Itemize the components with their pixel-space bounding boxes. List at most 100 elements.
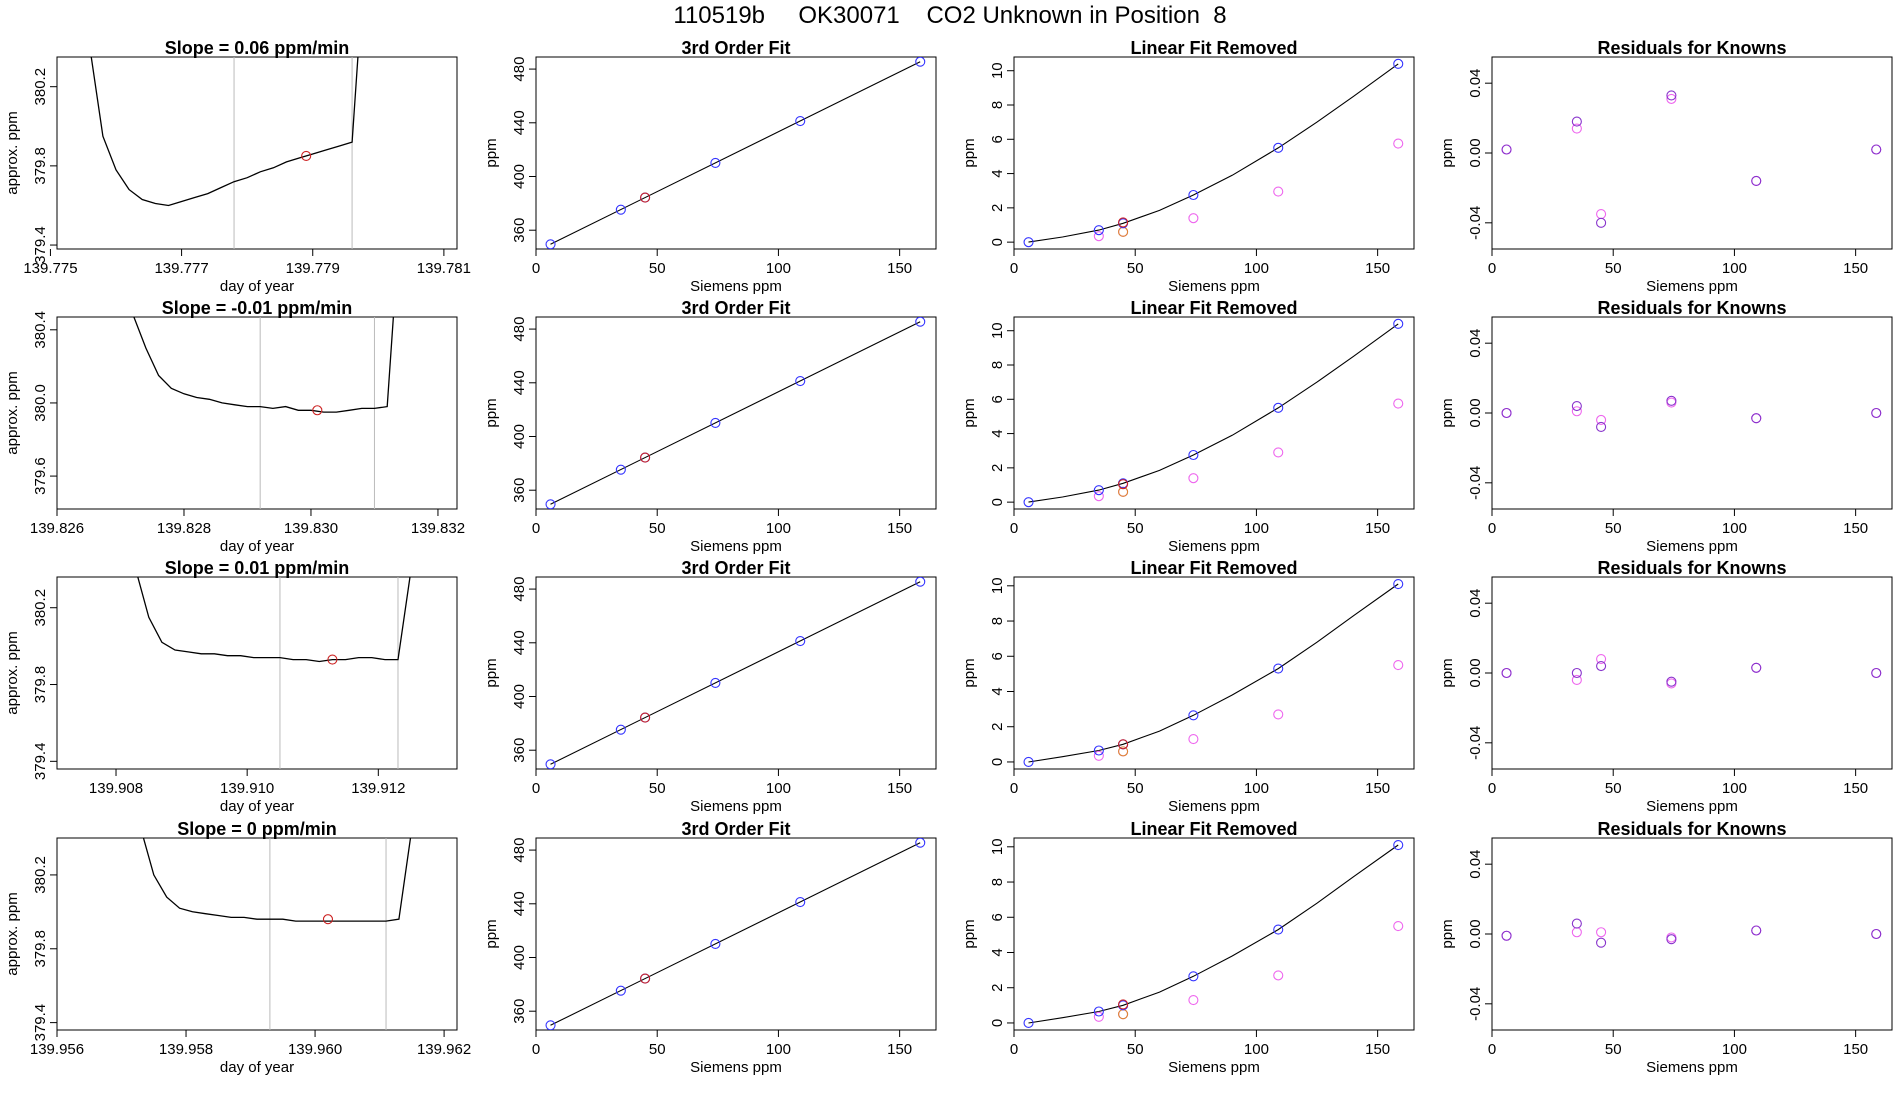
raw-point bbox=[1093, 491, 1104, 502]
raw-point bbox=[1596, 927, 1607, 938]
x-tick-label: 0 bbox=[1010, 520, 1018, 537]
plot-title: Slope = -0.01 ppm/min bbox=[162, 298, 353, 318]
unknown-point bbox=[640, 452, 651, 463]
y-axis-label: ppm bbox=[483, 398, 500, 427]
known-point bbox=[795, 896, 806, 908]
y-tick-label: 0.04 bbox=[1467, 850, 1484, 879]
y-tick-label: 480 bbox=[511, 838, 528, 863]
known-point bbox=[545, 239, 556, 249]
y-axis-label: ppm bbox=[1439, 138, 1456, 167]
panel-4-2: Residuals for Knowns 0 50 100 150 -0.04 0.00 0.… bbox=[1439, 298, 1893, 555]
plot-area bbox=[133, 317, 395, 509]
y-axis-label: approx. ppm bbox=[4, 631, 21, 714]
plot-title: 3rd Order Fit bbox=[681, 38, 790, 58]
y-axis-label: ppm bbox=[961, 138, 978, 167]
plot-frame bbox=[1491, 56, 1893, 250]
known-point bbox=[615, 464, 626, 475]
y-tick-label: 10 bbox=[989, 577, 1006, 594]
x-tick-label: 0 bbox=[1488, 1041, 1496, 1058]
x-tick-label: 150 bbox=[887, 260, 912, 277]
y-tick-label: 2 bbox=[989, 464, 1006, 472]
known-point bbox=[545, 759, 556, 769]
plot-frame bbox=[56, 837, 458, 1031]
known-point bbox=[1093, 745, 1104, 756]
y-tick-label: 0.00 bbox=[1467, 658, 1484, 687]
y-axis-label: ppm bbox=[1439, 658, 1456, 687]
plot-frame bbox=[1013, 837, 1415, 1031]
plot-frame bbox=[1491, 316, 1893, 510]
panel-3-1: Linear Fit Removed 0 50 100 150 0 2 4 6 8 10 Siemen… bbox=[961, 38, 1415, 295]
x-axis-label: Siemens ppm bbox=[1168, 538, 1260, 555]
unknown-raw-point bbox=[1118, 746, 1129, 757]
y-tick-label: 10 bbox=[989, 62, 1006, 79]
x-tick-label: 139.779 bbox=[286, 260, 340, 277]
x-tick-label: 0 bbox=[532, 520, 540, 537]
plot-area bbox=[1501, 653, 1882, 689]
known-point bbox=[1393, 318, 1404, 329]
known-point bbox=[1871, 667, 1882, 679]
x-tick-label: 100 bbox=[1244, 260, 1269, 277]
known-point bbox=[1501, 930, 1512, 941]
x-tick-label: 139.962 bbox=[417, 1041, 471, 1058]
panel-1-4: Slope = 0 ppm/min 139.956 139.958 139.960 13… bbox=[4, 819, 471, 1076]
known-point bbox=[915, 838, 926, 848]
y-axis-label: ppm bbox=[1439, 919, 1456, 948]
known-point bbox=[795, 375, 806, 387]
x-tick-label: 50 bbox=[1605, 1041, 1622, 1058]
known-point bbox=[1666, 90, 1677, 101]
known-point bbox=[1093, 1006, 1104, 1017]
x-tick-label: 150 bbox=[1365, 260, 1390, 277]
series-line bbox=[133, 317, 395, 413]
fit-line bbox=[550, 842, 921, 1026]
raw-point bbox=[1571, 674, 1582, 686]
x-tick-label: 0 bbox=[1010, 780, 1018, 797]
y-tick-label: 4 bbox=[989, 687, 1006, 695]
y-tick-label: 379.4 bbox=[32, 743, 49, 781]
x-axis-label: Siemens ppm bbox=[690, 1059, 782, 1076]
plot-area bbox=[1023, 318, 1404, 508]
x-tick-label: 139.908 bbox=[89, 780, 143, 797]
x-tick-label: 0 bbox=[1488, 260, 1496, 277]
plot-frame bbox=[1491, 576, 1893, 770]
y-tick-label: 8 bbox=[989, 361, 1006, 369]
y-tick-label: -0.04 bbox=[1467, 466, 1484, 500]
known-point bbox=[1751, 175, 1762, 186]
y-tick-label: 480 bbox=[511, 577, 528, 602]
known-point bbox=[1273, 142, 1284, 153]
unknown-point bbox=[1118, 479, 1129, 490]
raw-point bbox=[1393, 921, 1404, 932]
plot-frame bbox=[56, 576, 458, 770]
x-tick-label: 100 bbox=[766, 260, 791, 277]
x-tick-label: 50 bbox=[649, 520, 666, 537]
plot-title: 3rd Order Fit bbox=[681, 558, 790, 578]
y-tick-label: 0.04 bbox=[1467, 589, 1484, 618]
x-tick-label: 50 bbox=[1605, 260, 1622, 277]
plot-area bbox=[545, 577, 926, 769]
x-tick-label: 139.960 bbox=[288, 1041, 342, 1058]
plot-frame bbox=[56, 56, 458, 250]
raw-point bbox=[1093, 750, 1104, 761]
y-tick-label: 379.4 bbox=[32, 226, 49, 264]
panel-4-4: Residuals for Knowns 0 50 100 150 -0.04 0.00 0.… bbox=[1439, 819, 1893, 1076]
plot-title: Slope = 0.01 ppm/min bbox=[165, 558, 350, 578]
y-tick-label: 6 bbox=[989, 913, 1006, 921]
y-tick-label: 0.04 bbox=[1467, 69, 1484, 98]
plot-frame bbox=[535, 56, 937, 250]
x-tick-label: 139.956 bbox=[30, 1041, 84, 1058]
fit-curve bbox=[1028, 583, 1399, 763]
plot-title: Linear Fit Removed bbox=[1130, 298, 1297, 318]
y-tick-label: 4 bbox=[989, 429, 1006, 437]
y-axis-label: ppm bbox=[483, 919, 500, 948]
known-point bbox=[1596, 421, 1607, 433]
raw-point bbox=[1093, 231, 1104, 242]
known-point bbox=[1393, 839, 1404, 851]
y-tick-label: 440 bbox=[511, 370, 528, 395]
y-tick-label: 360 bbox=[511, 738, 528, 763]
plot-area bbox=[1023, 58, 1404, 248]
known-point bbox=[1023, 237, 1034, 248]
known-point bbox=[915, 577, 926, 587]
x-tick-label: 100 bbox=[766, 520, 791, 537]
y-tick-label: 2 bbox=[989, 984, 1006, 992]
y-tick-label: 4 bbox=[989, 948, 1006, 956]
y-tick-label: 0 bbox=[989, 498, 1006, 506]
